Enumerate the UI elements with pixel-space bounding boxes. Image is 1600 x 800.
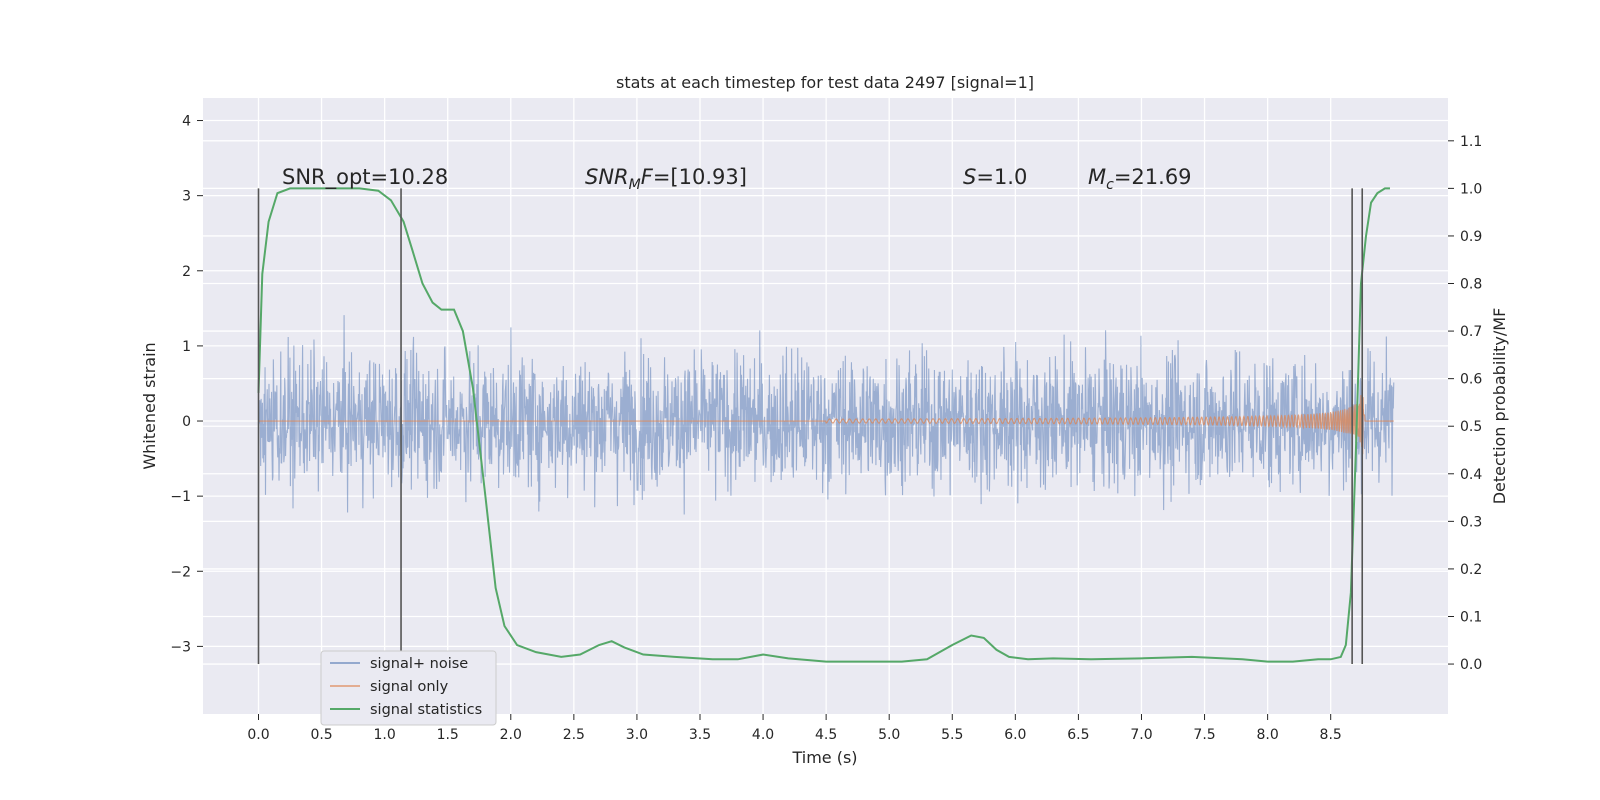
y-axis-right: 1.1 1.0 0.9 0.8 0.7 0.6 0.5 0.4 0.3 0.2 0.1 0.0 [1448, 134, 1482, 673]
x-tick-label: 7.5 [1193, 727, 1215, 743]
y-right-tick-label: 1.0 [1460, 181, 1482, 197]
annotation-snr-mf: SNRMF=[10.93] [585, 165, 747, 193]
y-axis-left: 4 3 2 1 0 −1 −2 −3 [170, 114, 203, 655]
annotation-s: S=1.0 [963, 165, 1027, 189]
x-axis-label: Time (s) [791, 748, 857, 767]
y-right-tick-label: 0.0 [1460, 657, 1482, 673]
y-right-tick-label: 0.5 [1460, 419, 1482, 435]
x-tick-label: 0.5 [310, 727, 332, 743]
y-tick-label: 2 [182, 264, 191, 280]
y-right-tick-label: 0.6 [1460, 372, 1482, 388]
y-right-tick-label: 0.8 [1460, 277, 1482, 293]
y-tick-label: −1 [170, 489, 191, 505]
y-tick-label: −2 [170, 564, 191, 580]
grid [203, 98, 1448, 714]
signal-only-line [258, 395, 1394, 455]
y-right-tick-label: 0.9 [1460, 229, 1482, 245]
x-tick-label: 5.0 [878, 727, 900, 743]
series-layer [257, 187, 1395, 663]
y-right-tick-label: 1.1 [1460, 134, 1482, 150]
y-tick-label: 0 [182, 414, 191, 430]
x-tick-label: 4.0 [752, 727, 774, 743]
signal-statistics-line [257, 187, 1390, 663]
y-right-tick-label: 0.4 [1460, 467, 1482, 483]
x-tick-label: 8.0 [1256, 727, 1278, 743]
y-axis-label: Whitened strain [140, 342, 159, 469]
legend-label-signal-noise: signal+ noise [370, 656, 468, 672]
chart-title: stats at each timestep for test data 249… [616, 73, 1034, 92]
x-tick-label: 3.0 [626, 727, 648, 743]
x-tick-label: 6.5 [1067, 727, 1089, 743]
vertical-markers [257, 188, 1364, 665]
legend-label-signal-statistics: signal statistics [370, 702, 482, 718]
annotation-mc: Mc=21.69 [1088, 165, 1192, 193]
annotation-snr-mf-value: =[10.93] [653, 165, 747, 189]
x-tick-label: 5.5 [941, 727, 963, 743]
y-tick-label: 1 [182, 339, 191, 355]
y-right-tick-label: 0.7 [1460, 324, 1482, 340]
legend: signal+ noise signal only signal statist… [320, 650, 497, 726]
legend-label-signal-only: signal only [370, 679, 449, 695]
x-tick-label: 3.5 [689, 727, 711, 743]
signal-noise-line [257, 315, 1395, 515]
x-axis: 0.0 0.5 1.0 1.5 2.0 2.5 3.0 3.5 4.0 4.5 5.0 5.5 6.0 6… [247, 714, 1342, 743]
x-tick-label: 2.0 [500, 727, 522, 743]
annotation-mc-value: =21.69 [1114, 165, 1192, 189]
x-tick-label: 6.0 [1004, 727, 1026, 743]
y-right-tick-label: 0.1 [1460, 609, 1482, 625]
x-tick-label: 2.5 [563, 727, 585, 743]
annotation-s-value: =1.0 [976, 165, 1027, 189]
y-right-tick-label: 0.3 [1460, 514, 1482, 530]
y-tick-label: 3 [182, 189, 191, 205]
y-tick-label: −3 [170, 639, 191, 655]
y-right-tick-label: 0.2 [1460, 562, 1482, 578]
y-axis-right-label: Detection probability/MF [1490, 308, 1509, 505]
legend-box [320, 650, 497, 726]
x-tick-label: 7.0 [1130, 727, 1152, 743]
y-tick-label: 4 [182, 114, 191, 130]
annotation-snr-opt: SNR_opt=10.28 [282, 165, 448, 190]
x-tick-label: 8.5 [1320, 727, 1342, 743]
x-tick-label: 1.0 [374, 727, 396, 743]
x-tick-label: 4.5 [815, 727, 837, 743]
x-tick-label: 1.5 [437, 727, 459, 743]
x-tick-label: 0.0 [247, 727, 269, 743]
